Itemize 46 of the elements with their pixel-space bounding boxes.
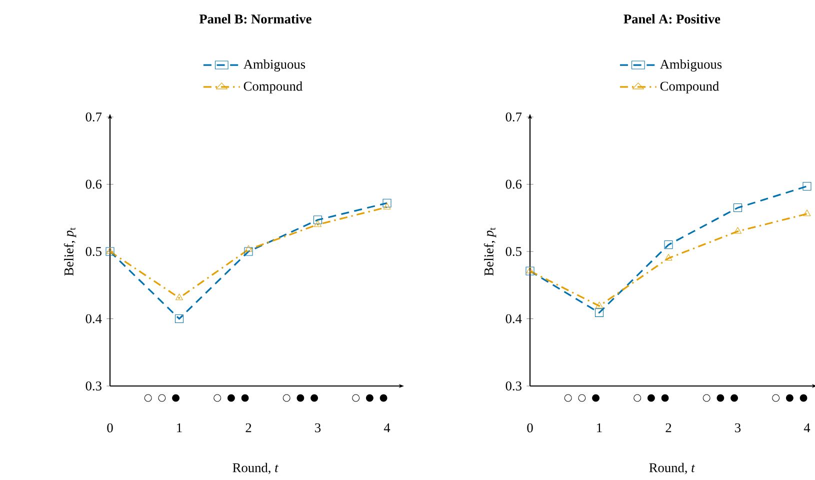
legend-label: Ambiguous — [660, 59, 722, 72]
x-tick-label: 3 — [735, 423, 741, 432]
y-tick-label: 0.3 — [506, 381, 522, 391]
x-tick-label: 2 — [246, 423, 252, 432]
x-axis-title: Round, t — [232, 462, 279, 474]
x-tick-label: 1 — [597, 423, 602, 432]
y-axis-title: Belief, p$_{t}$ — [484, 228, 496, 276]
chart-title: Panel A: Positive — [624, 14, 720, 24]
point — [664, 254, 672, 260]
y-tick-label: 0.5 — [506, 246, 522, 256]
x-tick-label: 0 — [107, 423, 113, 432]
point — [313, 216, 322, 224]
legend-label: Compound — [244, 81, 302, 94]
x-tick-label: 4 — [384, 423, 390, 432]
y-tick-label: 0.7 — [506, 112, 522, 122]
x-tick-label: 2 — [666, 423, 672, 432]
y-tick-label: 0.4 — [506, 314, 522, 324]
legend-label: Ambiguous — [243, 59, 306, 72]
point — [383, 202, 391, 210]
point — [802, 182, 812, 191]
legend-label: Compound — [660, 81, 719, 94]
y-tick-label: 0.7 — [86, 112, 102, 122]
y-tick-label: 0.3 — [86, 381, 102, 391]
point — [594, 308, 604, 317]
point — [734, 227, 742, 234]
point — [314, 220, 322, 227]
point — [733, 204, 742, 212]
point — [664, 240, 673, 250]
y-tick-label: 0.4 — [86, 314, 102, 324]
y-axis-title: Belief, p$_{t}$ — [64, 228, 76, 276]
y-tick-label: 0.6 — [86, 180, 102, 189]
x-tick-label: 4 — [804, 423, 810, 432]
x-tick-label: 1 — [177, 423, 182, 432]
x-axis-title: Round, t — [649, 462, 696, 474]
point — [803, 210, 811, 216]
point — [244, 245, 252, 252]
point — [382, 198, 392, 208]
point — [176, 294, 183, 300]
x-tick-label: 3 — [315, 423, 321, 432]
chart-title: Panel B: Normative — [199, 14, 312, 24]
y-tick-label: 0.5 — [86, 246, 102, 256]
point — [596, 302, 603, 308]
x-tick-label: 0 — [527, 423, 533, 432]
y-tick-label: 0.6 — [506, 180, 522, 189]
point — [244, 247, 253, 256]
point — [174, 314, 184, 324]
